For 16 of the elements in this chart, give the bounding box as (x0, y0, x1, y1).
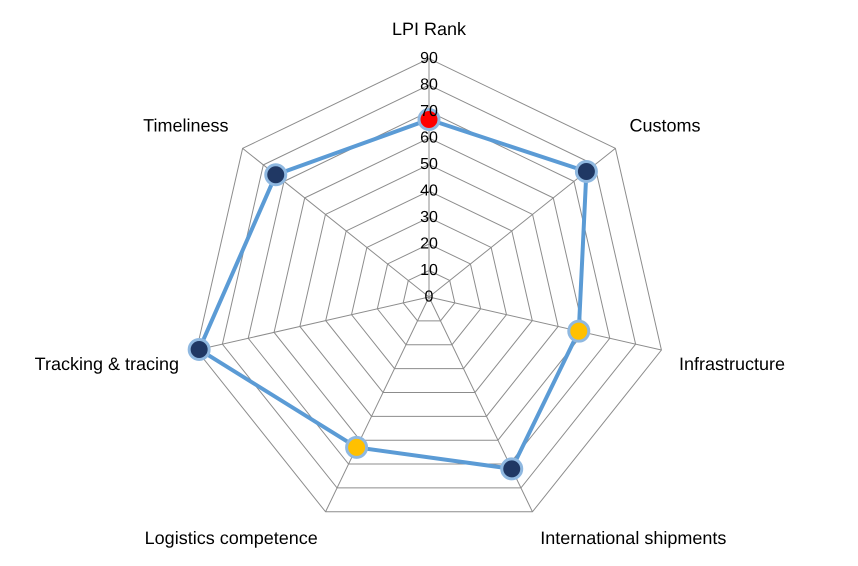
spoke-label: International shipments (540, 528, 726, 548)
spoke-label: Timeliness (143, 115, 229, 136)
y-tick-label: 60 (420, 129, 438, 146)
y-tick-label: 90 (420, 50, 438, 68)
y-tick-label: 0 (424, 288, 434, 306)
y-tick-label: 10 (420, 262, 438, 279)
y-tick-label: 30 (420, 208, 438, 226)
spoke-label: Customs (629, 115, 700, 136)
y-tick-label: 50 (420, 156, 438, 173)
y-tick-label: 20 (420, 235, 438, 252)
spoke-label: Infrastructure (678, 354, 786, 374)
spoke-label: Logistics competence (144, 528, 318, 548)
spoke-label: LPI Rank (392, 18, 468, 39)
y-tick-label: 80 (420, 76, 438, 94)
y-tick-label: 40 (420, 182, 438, 200)
spoke-label: Tracking & tracing (34, 354, 180, 374)
